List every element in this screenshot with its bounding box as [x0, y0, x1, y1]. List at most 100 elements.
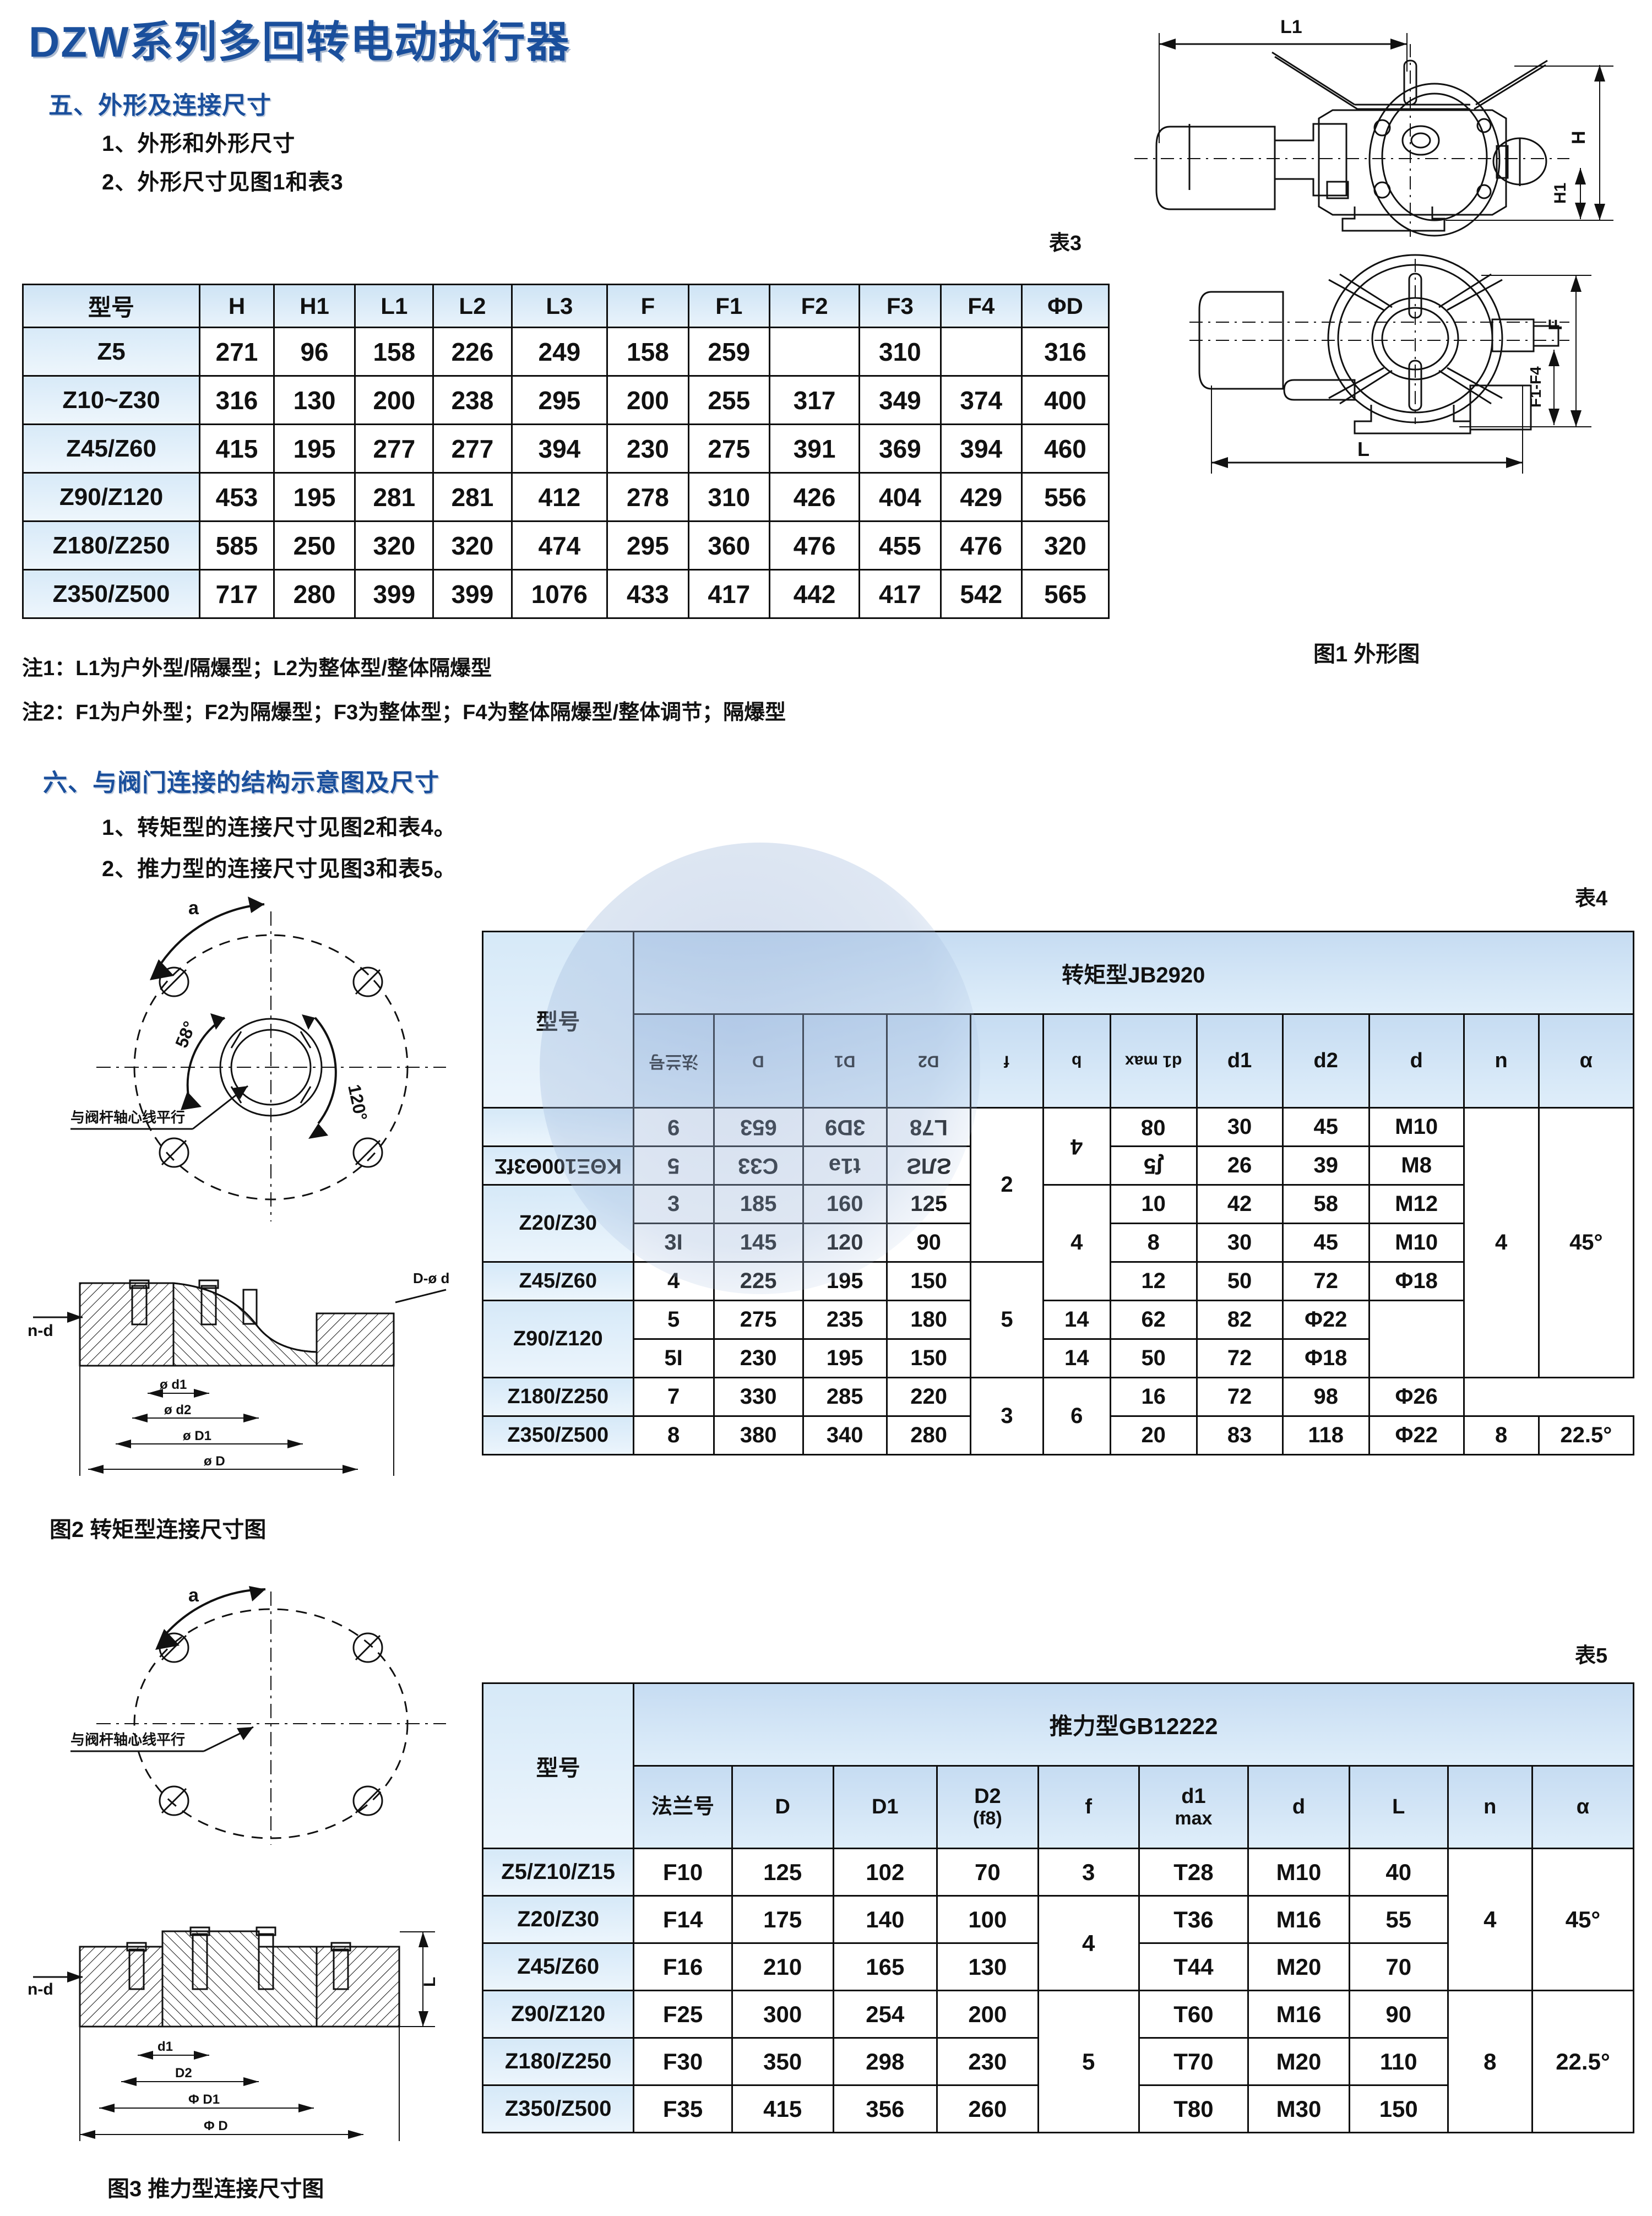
cell-value: Φ18 — [1281, 1338, 1370, 1378]
cell-value: 281 — [432, 472, 513, 522]
fig2-dim-D-phi-d: D-ø d — [413, 1270, 449, 1286]
table-row: 9 653 3D9 L78 2 4 08 30 45 M10 4 45° — [482, 1107, 1635, 1378]
cell-value: 195 — [273, 423, 356, 474]
cell-text: 4 — [1070, 1134, 1083, 1159]
cell-value: 340 — [802, 1415, 888, 1455]
fig3-dim-phi-D1: Φ D1 — [188, 2092, 220, 2107]
section-5-item-1: 1、外形和外形尺寸 — [102, 132, 296, 156]
cell-f: 3 — [1037, 1848, 1140, 1897]
cell-value: 442 — [768, 569, 861, 619]
cell-value: 249 — [510, 327, 608, 377]
cell-f-merged: 5 — [1037, 1990, 1140, 2133]
cell-value: 195 — [802, 1261, 888, 1301]
fig1-dim-F1-F4: F1-F4 — [1527, 366, 1544, 408]
cell-value: 394 — [939, 423, 1023, 474]
col-f4: F4 — [939, 284, 1023, 328]
cell-value: 195 — [802, 1338, 888, 1378]
cell-value: 380 — [713, 1415, 804, 1455]
col-d1-main: d1 — [1181, 1784, 1206, 1808]
cell-f-merged: 2 — [970, 1107, 1044, 1263]
fig1-dim-L: L — [1357, 438, 1370, 460]
figure-3-section-view: n-d L d1 D2 Φ D1 Φ D — [28, 1894, 479, 2159]
cell-value: 226 — [432, 327, 513, 377]
cell-value: 585 — [199, 520, 275, 571]
cell-model: KΘΞ100Θ3fΣ — [482, 1145, 634, 1186]
cell-l: 70 — [1348, 1942, 1449, 1991]
cell-value — [768, 327, 861, 377]
cell-text: 5 — [667, 1154, 680, 1178]
fig1-dim-L1: L1 — [1280, 17, 1302, 37]
fig2-dim-phi-d1: ø d1 — [160, 1377, 187, 1392]
table-row: Z5/Z10/Z15 F10 125 102 70 3 T28 M10 40 4… — [481, 1848, 1635, 1991]
cell-value: 16 — [1109, 1377, 1198, 1417]
col-d2-sub: (f8) — [972, 1807, 1002, 1829]
table-row: KΘΞ100Θ3fΣ 5 C33 t1ǝ ƧЛƧ ᶘ5 26 39 M8 — [482, 1145, 1634, 1186]
col-d1: d1 — [1195, 1013, 1284, 1109]
fig2-angle-a: a — [188, 898, 199, 919]
cell-dthread: M30 — [1247, 2084, 1350, 2133]
cell-d1: 298 — [832, 2037, 938, 2086]
cell-f-merged: 4 — [1037, 1895, 1140, 1991]
col-d2: d2 — [1281, 1013, 1370, 1109]
cell-value: 404 — [858, 472, 942, 522]
cell-l: 150 — [1348, 2084, 1449, 2133]
cell-dthread: M20 — [1247, 1942, 1350, 1991]
fig3-dim-D2: D2 — [175, 2066, 192, 2081]
cell-value: 160 — [802, 1184, 888, 1224]
cell-value: 10 — [1109, 1184, 1198, 1224]
cell-alpha-merged: 45° — [1531, 1848, 1635, 1991]
cell-model: Z20/Z30 — [481, 1895, 635, 1944]
cell-value: 476 — [768, 520, 861, 571]
cell-value: 285 — [802, 1377, 888, 1417]
cell-model: Z45/Z60 — [21, 423, 201, 474]
table-row: Z180/Z250 7 330 285 220 3 6 16 72 98 Φ26 — [482, 1377, 1634, 1455]
cell-value: 82 — [1195, 1300, 1284, 1340]
cell-value: 259 — [687, 327, 771, 377]
section-5-item-2: 2、外形尺寸见图1和表3 — [102, 170, 344, 194]
cell-value: 412 — [510, 472, 608, 522]
cell-value: 9 — [632, 1107, 715, 1147]
col-flange-no: 法兰号 — [633, 1765, 733, 1849]
section-6-item-2: 2、推力型的连接尺寸见图3和表5。 — [102, 857, 457, 881]
cell-d: 350 — [731, 2037, 834, 2086]
col-f3: F3 — [858, 284, 942, 328]
col-d1-outer: D1 — [802, 1013, 888, 1109]
cell-model: Z180/Z250 — [482, 1377, 634, 1417]
cell-d1: 165 — [832, 1942, 938, 1991]
cell-value: 185 — [713, 1184, 804, 1224]
col-b: b — [1042, 1013, 1111, 1109]
cell-value: 230 — [606, 423, 689, 474]
cell-value: 8 — [632, 1415, 715, 1455]
cell-d1: 356 — [832, 2084, 938, 2133]
cell-l: 90 — [1348, 1990, 1449, 2039]
cell-value: 72 — [1195, 1377, 1284, 1417]
cell-value: 230 — [713, 1338, 804, 1378]
col-d2-main: D2 — [974, 1784, 1001, 1808]
cell-value: M10 — [1368, 1107, 1465, 1147]
table-thrust-type-connection: 型号 推力型GB12222 法兰号 D D1 D2 (f8) f d1 max … — [481, 1682, 1635, 2133]
cell-b-merged: 5 — [970, 1261, 1044, 1378]
col-alpha: α — [1537, 1013, 1635, 1109]
col-h1: H1 — [273, 284, 356, 328]
col-n: n — [1463, 1013, 1540, 1109]
table-row: Z10~Z30 316 130 200 238 295 200 255 317 … — [21, 375, 1110, 425]
cell-value: 14 — [1042, 1338, 1111, 1378]
cell-value: 125 — [885, 1184, 972, 1224]
cell-dthread: M20 — [1247, 2037, 1350, 2086]
cell-d2: 70 — [936, 1848, 1039, 1897]
cell-d1max: T28 — [1138, 1848, 1249, 1897]
cell-value: ƧЛƧ — [885, 1145, 972, 1186]
cell-value: 429 — [939, 472, 1023, 522]
cell-value: 45 — [1281, 1107, 1370, 1147]
cell-value: 225 — [713, 1261, 804, 1301]
table-row: Z90/Z120 453 195 281 281 412 278 310 426… — [21, 472, 1110, 522]
cell-value: 316 — [199, 375, 275, 425]
table-row: Z90/Z120 5 275 235 180 14 62 82 Φ22 — [482, 1300, 1634, 1378]
col-d1-sub: max — [1175, 1807, 1213, 1829]
cell-value: Φ22 — [1368, 1415, 1465, 1455]
table-header-row: 型号 H H1 L1 L2 L3 F F1 F2 F3 F4 ΦD — [21, 284, 1110, 328]
cell-value: 238 — [432, 375, 513, 425]
cell-model: Z45/Z60 — [481, 1942, 635, 1991]
cell-text: C33 — [738, 1154, 779, 1178]
